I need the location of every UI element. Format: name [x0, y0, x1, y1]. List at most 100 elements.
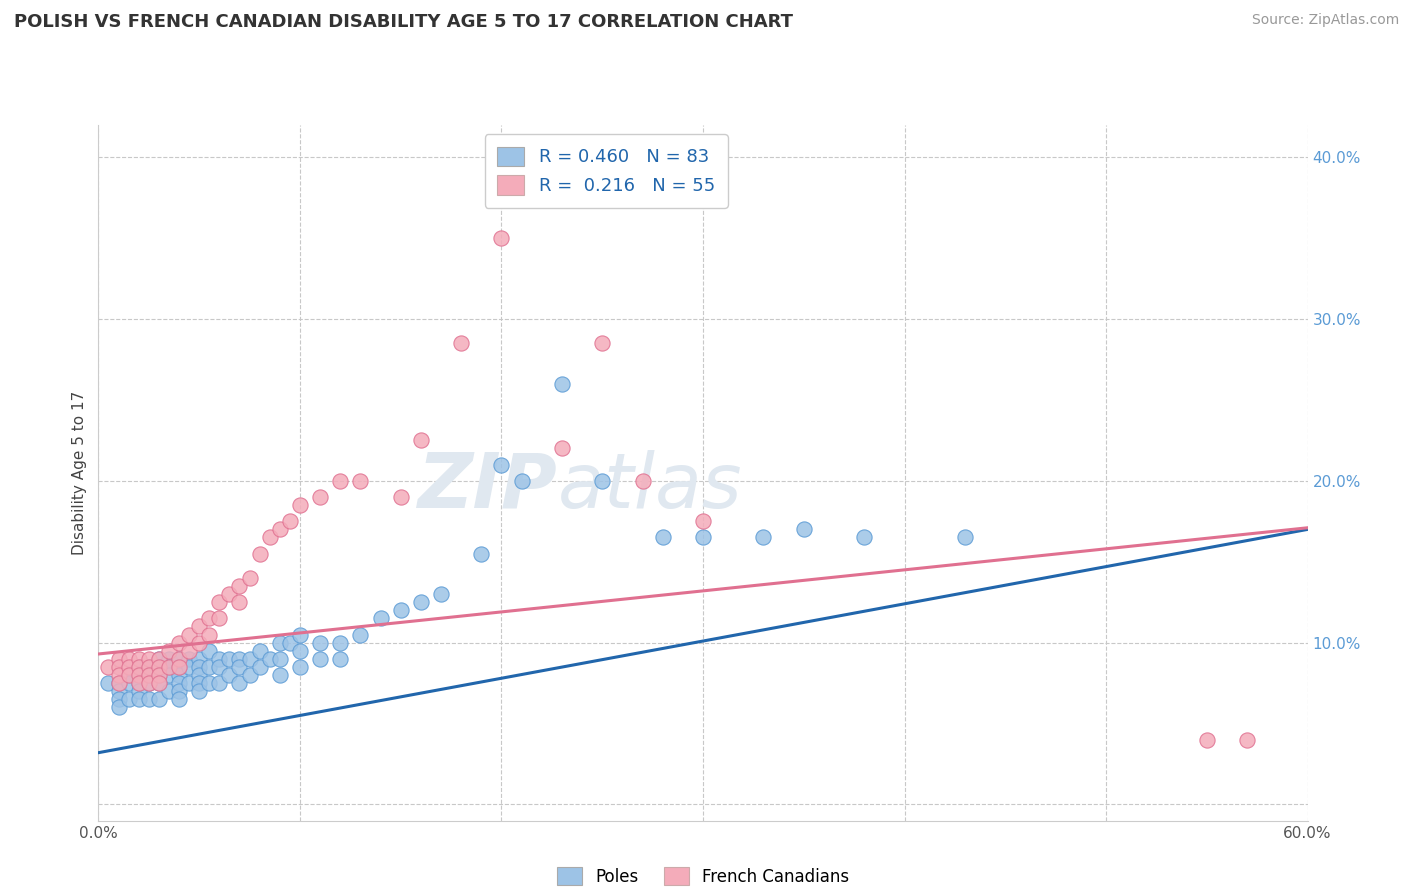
- Point: [198, 627, 221, 641]
- Point: [329, 652, 352, 666]
- Point: [752, 531, 775, 545]
- Point: [97, 676, 120, 690]
- Point: [128, 652, 150, 666]
- Point: [118, 676, 141, 690]
- Text: ZIP: ZIP: [418, 450, 558, 524]
- Point: [208, 660, 231, 674]
- Point: [551, 442, 574, 456]
- Point: [167, 660, 190, 674]
- Text: Source: ZipAtlas.com: Source: ZipAtlas.com: [1251, 13, 1399, 28]
- Point: [148, 660, 170, 674]
- Point: [157, 668, 180, 682]
- Point: [218, 652, 240, 666]
- Point: [177, 660, 201, 674]
- Point: [450, 336, 472, 351]
- Point: [409, 434, 432, 448]
- Point: [118, 660, 141, 674]
- Point: [107, 692, 129, 706]
- Point: [177, 652, 201, 666]
- Point: [167, 676, 190, 690]
- Point: [148, 660, 170, 674]
- Point: [329, 474, 352, 488]
- Point: [107, 676, 129, 690]
- Point: [138, 668, 160, 682]
- Point: [188, 660, 211, 674]
- Point: [1195, 732, 1218, 747]
- Point: [349, 627, 371, 641]
- Point: [239, 652, 262, 666]
- Point: [249, 644, 271, 658]
- Point: [97, 660, 120, 674]
- Point: [269, 668, 291, 682]
- Point: [188, 668, 211, 682]
- Point: [198, 660, 221, 674]
- Point: [793, 522, 815, 536]
- Point: [188, 684, 211, 698]
- Point: [551, 376, 574, 391]
- Point: [329, 635, 352, 649]
- Point: [409, 595, 432, 609]
- Point: [510, 474, 533, 488]
- Point: [288, 644, 311, 658]
- Point: [138, 692, 160, 706]
- Point: [198, 611, 221, 625]
- Point: [167, 660, 190, 674]
- Point: [177, 644, 201, 658]
- Point: [208, 611, 231, 625]
- Point: [218, 587, 240, 601]
- Point: [591, 336, 613, 351]
- Point: [651, 531, 673, 545]
- Point: [269, 635, 291, 649]
- Point: [218, 668, 240, 682]
- Point: [148, 692, 170, 706]
- Point: [430, 587, 453, 601]
- Point: [148, 676, 170, 690]
- Point: [107, 668, 129, 682]
- Point: [167, 668, 190, 682]
- Point: [198, 644, 221, 658]
- Point: [288, 498, 311, 512]
- Point: [138, 676, 160, 690]
- Point: [138, 676, 160, 690]
- Point: [239, 668, 262, 682]
- Point: [188, 619, 211, 633]
- Point: [470, 547, 492, 561]
- Point: [148, 668, 170, 682]
- Point: [157, 684, 180, 698]
- Point: [138, 652, 160, 666]
- Point: [128, 676, 150, 690]
- Point: [288, 660, 311, 674]
- Point: [853, 531, 876, 545]
- Point: [309, 652, 332, 666]
- Point: [167, 652, 190, 666]
- Point: [157, 644, 180, 658]
- Point: [278, 635, 301, 649]
- Point: [208, 676, 231, 690]
- Point: [953, 531, 976, 545]
- Point: [228, 595, 250, 609]
- Point: [157, 660, 180, 674]
- Point: [128, 684, 150, 698]
- Point: [269, 522, 291, 536]
- Point: [631, 474, 654, 488]
- Point: [128, 660, 150, 674]
- Point: [177, 676, 201, 690]
- Point: [128, 692, 150, 706]
- Point: [138, 660, 160, 674]
- Point: [249, 547, 271, 561]
- Point: [128, 676, 150, 690]
- Point: [239, 571, 262, 585]
- Point: [107, 684, 129, 698]
- Point: [107, 676, 129, 690]
- Point: [259, 531, 281, 545]
- Point: [167, 652, 190, 666]
- Point: [138, 660, 160, 674]
- Point: [148, 668, 170, 682]
- Point: [167, 635, 190, 649]
- Point: [118, 692, 141, 706]
- Point: [177, 627, 201, 641]
- Point: [138, 668, 160, 682]
- Point: [349, 474, 371, 488]
- Point: [188, 676, 211, 690]
- Text: POLISH VS FRENCH CANADIAN DISABILITY AGE 5 TO 17 CORRELATION CHART: POLISH VS FRENCH CANADIAN DISABILITY AGE…: [14, 13, 793, 31]
